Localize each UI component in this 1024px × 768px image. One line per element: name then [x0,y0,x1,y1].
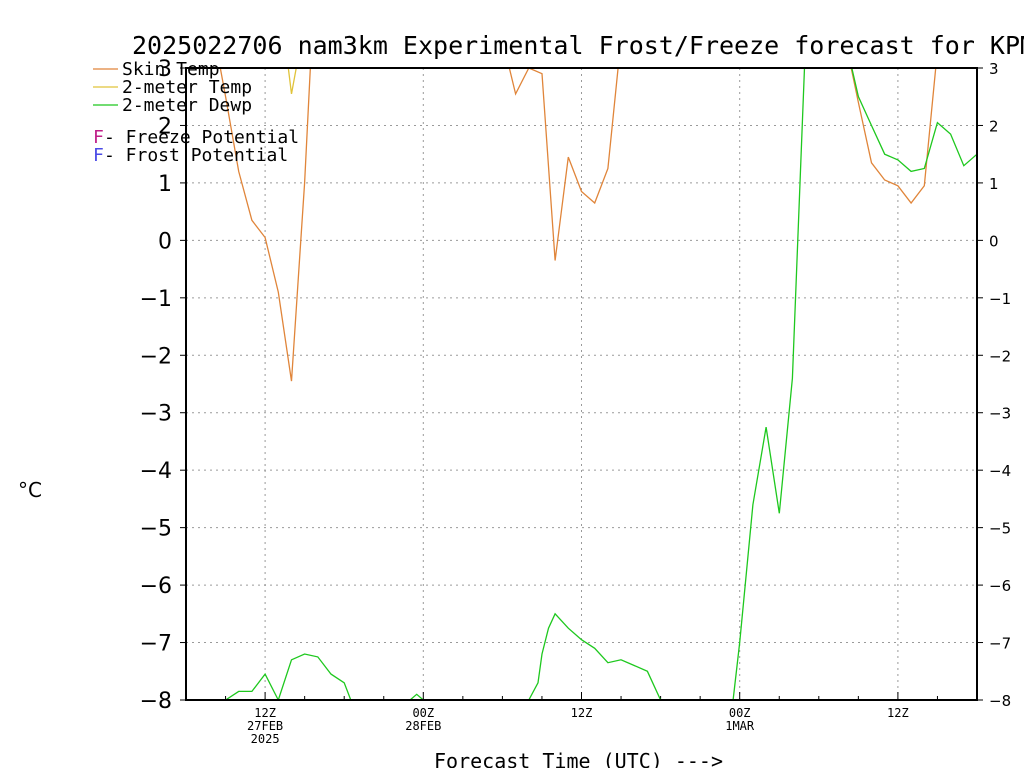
y-tick-label-left: −8 [140,689,172,714]
y-tick-label-left: −2 [140,344,172,369]
legend-frost-marker: F [93,145,104,166]
ticks [180,67,983,701]
x-tick-label: 00Z [729,706,751,720]
x-tick-label: 00Z [412,706,434,720]
x-tick-label: 12Z [254,706,276,720]
series-line-skin-temp [219,68,937,382]
y-tick-label-right: 0 [989,232,999,250]
x-tick-label: 1MAR [725,719,755,733]
x-tick-label: 27FEB [247,719,283,733]
y-tick-label-right: −3 [989,405,1011,423]
x-tick-label: 12Z [571,706,593,720]
y-tick-label-left: −6 [140,574,172,599]
series-layer [219,68,977,700]
y-tick-label-left: −4 [140,459,172,484]
chart-title: 2025022706 nam3km Experimental Frost/Fre… [132,31,1024,60]
y-tick-label-right: 3 [989,60,999,78]
y-tick-label-right: −6 [989,577,1011,595]
y-axis-unit-label: °C [18,478,42,502]
y-tick-label-left: 0 [158,229,172,254]
x-tick-label: 28FEB [405,719,441,733]
y-tick-label-left: −1 [140,287,172,312]
legend: Skin Temp 2-meter Temp 2-meter Dewp F - … [93,59,299,166]
y-tick-label-right: 2 [989,117,999,135]
grid [186,68,977,700]
y-tick-label-left: −3 [140,402,172,427]
y-tick-label-right: −4 [989,462,1011,480]
y-tick-label-left: 3 [158,57,172,82]
legend-frost-label: - Frost Potential [104,145,288,166]
y-tick-label-right: −8 [989,692,1011,710]
y-tick-label-left: −7 [140,632,172,657]
series-line-2-meter-dewp [225,68,977,700]
legend-freeze-label: - Freeze Potential [104,127,299,148]
legend-dewp-label: 2-meter Dewp [122,95,252,116]
legend-skin-label: Skin Temp [122,59,220,80]
x-tick-label: 2025 [251,732,280,746]
y-tick-label-right: −5 [989,520,1011,538]
y-tick-label-left: −5 [140,517,172,542]
x-tick-label: 12Z [887,706,909,720]
y-tick-label-left: 1 [158,172,172,197]
legend-freeze-marker: F [93,127,104,148]
y-tick-label-left: 2 [158,114,172,139]
legend-temp-label: 2-meter Temp [122,77,252,98]
y-tick-label-right: −7 [989,635,1011,653]
y-tick-label-right: −1 [989,290,1011,308]
plot-frame [185,67,978,701]
y-tick-labels: 3 3 2 2 1 1 0 0 −1 −1 −2 −2 −3 −3 −4 −4 −5 −5 −6 −6 −7 −7 −8 −8 [140,57,1012,714]
y-tick-label-right: −2 [989,347,1011,365]
y-tick-label-right: 1 [989,175,999,193]
series-line-2-meter-temp [287,68,297,95]
x-axis-title: Forecast Time (UTC) ---> [434,749,723,768]
